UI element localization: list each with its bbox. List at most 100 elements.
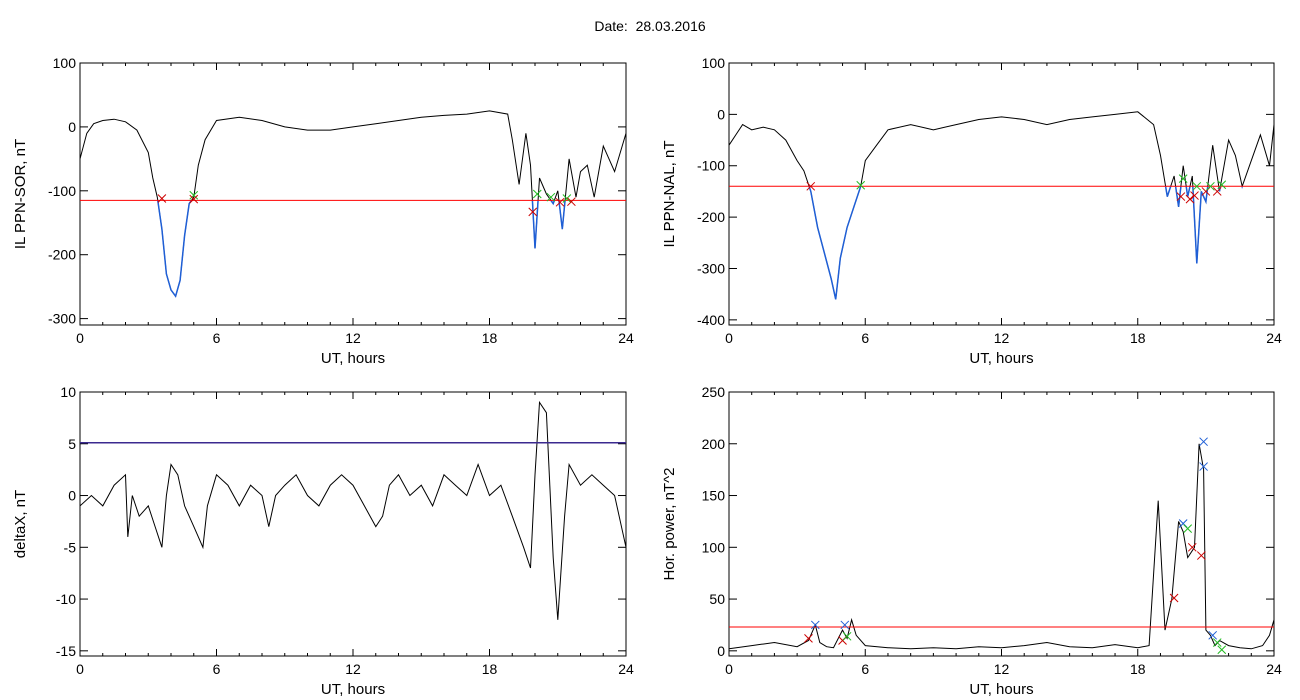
marker-stroke [1217,180,1227,190]
series-line-below-threshold [157,200,566,298]
marker-stroke [842,631,852,641]
marker-stroke [1192,181,1202,191]
y-tick-label: 10 [60,384,76,400]
series-line-below-threshold [808,186,1243,300]
x-tick-label: 0 [76,661,84,677]
marker-stroke [532,189,542,199]
marker-stroke [1196,551,1206,560]
y-tick-label: 0 [68,488,76,504]
event-marker-end [1178,174,1188,183]
y-tick-label: 250 [702,384,726,400]
event-marker-start [1212,187,1222,196]
marker-stroke [567,197,576,207]
event-marker-end [1212,638,1222,647]
date-value: 28.03.2016 [635,18,706,34]
marker-stroke [1199,462,1208,471]
x-tick-label: 6 [213,330,221,346]
y-tick-label: -5 [64,539,77,555]
y-tick-label: 100 [702,539,726,555]
marker-stroke [1185,194,1195,204]
y-tick-label: -300 [697,260,725,276]
event-marker-end [856,180,866,190]
marker-stroke [1187,542,1197,552]
marker-stroke [1176,192,1186,201]
panel-deltax: 0 6 12 18 24 10 5 0 -5 -10 -15 UT, hours deltaX, nT [12,384,634,698]
event-marker-end [1217,645,1227,655]
x-tick-label: 6 [861,330,869,346]
event-marker-start [1187,542,1197,552]
marker-stroke [1178,174,1188,183]
y-axis-label: IL PPN-NAL, nT [661,141,678,248]
marker-stroke [1217,645,1227,655]
plot-frame [79,62,627,326]
y-tick-label: 5 [68,436,76,452]
x-tick-label: 18 [1130,661,1146,677]
y-tick-label: 0 [717,643,725,659]
x-axis-label: UT, hours [969,681,1033,698]
event-marker-start [1169,593,1179,603]
event-marker-peak [1208,630,1218,640]
y-tick-label: 100 [53,55,77,71]
event-marker-end [189,190,199,200]
event-marker-start [555,197,565,207]
series-line [80,110,626,298]
marker-stroke [528,207,538,217]
event-marker-start [567,197,576,207]
panel-il-ppn-nal: 0 6 12 18 24 100 0 -100 -200 -300 -400 UT, hours IL … [661,55,1282,367]
marker-stroke [189,194,199,204]
event-marker-end [1183,524,1193,534]
y-axis-label: Hor. power, nT^2 [661,468,678,581]
marker-stroke [189,190,199,200]
event-marker-start [1190,191,1199,200]
event-marker-peak [840,620,850,630]
marker-stroke [856,180,866,190]
plot-frame [79,391,627,657]
panel-il-ppn-sor: 0 6 12 18 24 100 0 -100 -200 -300 UT, hours IL PPN-… [12,55,634,367]
y-tick-label: -400 [697,312,725,328]
event-marker-end [532,189,542,199]
event-marker-start [806,181,816,191]
event-marker-end [1192,181,1202,191]
event-marker-peak [1199,437,1208,447]
y-tick-label: 150 [702,488,726,504]
x-tick-label: 18 [1130,330,1146,346]
event-marker-start [1176,192,1186,201]
marker-stroke [1169,593,1179,603]
x-tick-label: 6 [861,661,869,677]
event-marker-start [528,207,538,217]
x-tick-label: 0 [76,330,84,346]
series-line [80,400,626,620]
marker-stroke [555,197,565,207]
y-tick-label: 50 [709,591,725,607]
marker-stroke [1212,187,1222,196]
marker-stroke [1206,181,1215,191]
x-tick-label: 0 [725,661,733,677]
event-marker-start [189,194,199,204]
x-tick-label: 18 [482,330,498,346]
x-tick-label: 6 [213,661,221,677]
y-axis-label: IL PPN-SOR, nT [12,139,29,249]
event-marker-end [1206,181,1215,191]
x-tick-label: 24 [1266,330,1282,346]
date-label: Date: [594,18,628,34]
y-tick-label: -100 [48,183,76,199]
x-tick-label: 0 [725,330,733,346]
series-line [729,443,1274,650]
event-marker-end [546,192,556,202]
event-marker-start [804,634,813,643]
x-tick-label: 24 [618,330,634,346]
marker-stroke [840,620,850,630]
y-tick-label: -300 [48,311,76,327]
plot-frame [728,391,1275,657]
date-header: Date: 28.03.2016 [0,18,1300,34]
event-marker-peak [1199,462,1208,471]
marker-stroke [1178,519,1188,528]
event-marker-start [157,194,167,203]
marker-stroke [804,634,813,643]
marker-stroke [1208,630,1218,640]
series-line [729,111,1274,300]
x-axis-label: UT, hours [321,681,385,698]
event-marker-end [562,194,572,203]
event-marker-start [1185,194,1195,204]
